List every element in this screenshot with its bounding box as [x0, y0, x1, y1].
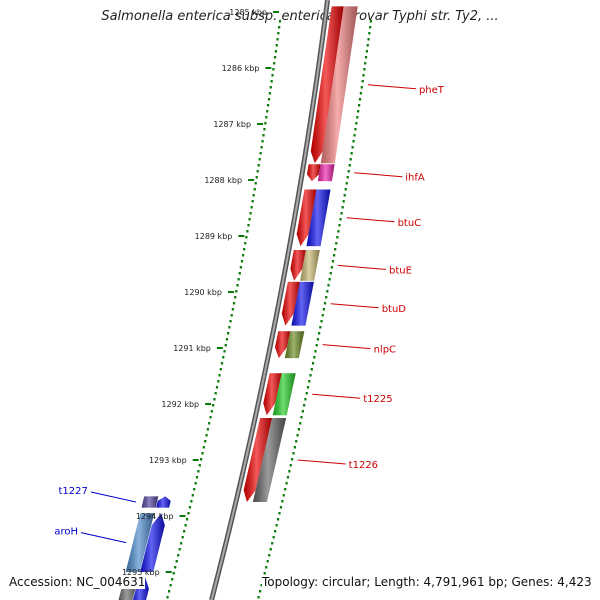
gene-label-leader: [346, 217, 395, 223]
label-layer: pheT ihfA btuC btuE btuD nlpC t1225 t1226 t1227 a…: [54, 84, 445, 544]
ruler-tick-label: 1294 kbp: [136, 512, 174, 521]
gene-btuD-cog-block-shading: [291, 281, 314, 326]
gene-t1226-cog-block-shading: [252, 418, 287, 502]
gene-label-aroH: aroH: [54, 527, 78, 538]
ruler-tick-label: 1291 kbp: [173, 344, 211, 353]
gene-label-leader: [330, 303, 379, 309]
gene-label-leader: [337, 264, 387, 270]
gene-nlpC-cog-block-shading: [284, 331, 305, 359]
tick-rings: [166, 20, 373, 599]
gene-label-leader: [80, 532, 127, 544]
gene-ihfA-cog-block-shading: [317, 164, 335, 182]
ruler-tick-label: 1295 kbp: [122, 568, 160, 577]
gene-label-btuC: btuC: [398, 218, 422, 229]
ruler-tick-label: 1287 kbp: [213, 120, 251, 129]
gene-label-leader: [367, 84, 416, 90]
gene-aroH-cds-arrow-shading: [140, 513, 165, 572]
gene-label-btuE: btuE: [389, 265, 412, 276]
gene-label-leader: [312, 393, 361, 399]
ruler-tick-label: 1292 kbp: [161, 400, 199, 409]
gene-t1227-cds-arrow-shading: [156, 496, 171, 508]
gene-label-leader: [297, 459, 346, 465]
gene-btuD-cds-arrow-shading: [281, 281, 300, 326]
gene-label-leader: [354, 172, 403, 178]
gene-btuC-cds-arrow-shading: [296, 189, 317, 247]
gene-btuE-cog-block-shading: [300, 250, 320, 281]
gene-label-t1226: t1226: [349, 460, 378, 471]
gene-t1226-cds-arrow-shading: [243, 418, 273, 502]
ruler-tick-label: 1293 kbp: [149, 456, 187, 465]
gene-t1227-cog-block-shading: [141, 496, 159, 508]
gene-btuC-cog-block-shading: [306, 189, 331, 247]
map-title: Salmonella enterica subsp. enterica sero…: [101, 9, 499, 24]
ruler-tick-label: 1286 kbp: [222, 64, 260, 73]
genome-summary: Topology: circular; Length: 4,791,961 bp…: [262, 575, 592, 589]
backbone-line: [210, 0, 329, 600]
gene-label-leader: [322, 344, 371, 350]
ruler-tick-label: 1288 kbp: [204, 176, 242, 185]
accession-label: Accession: NC_004631: [9, 575, 146, 589]
gene-btuE-cds-arrow-shading: [290, 250, 306, 281]
gene-label-ihfA: ihfA: [405, 173, 425, 184]
gene-label-leader: [90, 491, 136, 503]
gene-label-btuD: btuD: [382, 304, 407, 315]
gene-aroH-cog-block-shading: [125, 513, 155, 572]
gene-t1225-cog-block-shading: [272, 373, 296, 416]
ruler-tick-label: 1290 kbp: [184, 288, 222, 297]
gene-pheT-cog-block-shading: [320, 6, 358, 164]
gene-t1225-cds-arrow-shading: [263, 373, 282, 416]
inner-dotted-ring: [166, 20, 282, 599]
ruler-tick-label: 1289 kbp: [195, 232, 233, 241]
gene-label-nlpC: nlpC: [374, 345, 396, 356]
ruler-tick-label: 1285 kbp: [229, 8, 267, 17]
gene-ihfA-cds-arrow-shading: [307, 164, 321, 182]
gene-label-t1227: t1227: [59, 486, 88, 497]
gene-label-pheT: pheT: [419, 85, 445, 96]
gene-layer: [118, 6, 358, 600]
gene-nlpC-cds-arrow-shading: [275, 331, 291, 359]
backbone-layer: [209, 0, 331, 600]
gene-label-t1225: t1225: [363, 394, 392, 405]
gene-pheT-cds-arrow-shading: [310, 6, 344, 164]
ruler-layer: 1285 kbp 1286 kbp 1287 kbp 1288 kbp 1289 kbp…: [122, 8, 279, 577]
outer-dotted-ring: [257, 20, 373, 599]
